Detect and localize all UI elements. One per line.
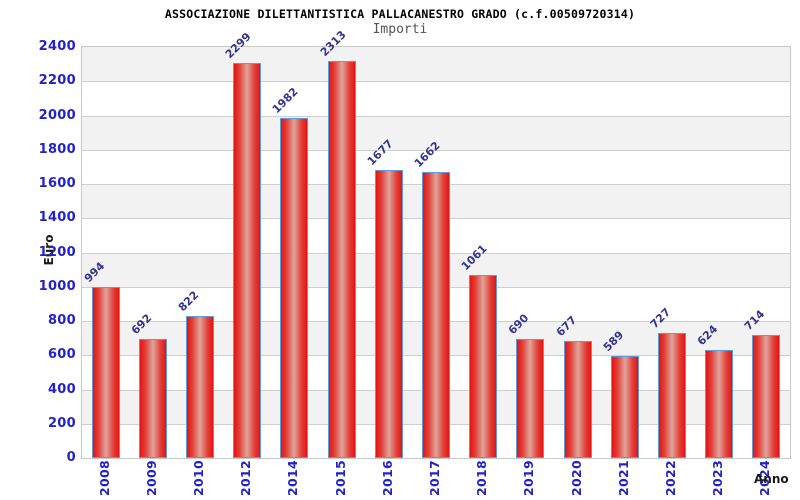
bar-2020 [563,341,592,458]
y-tick-label: 2000 [38,107,76,123]
y-tick-label: 1400 [38,210,76,226]
plot-band [82,115,790,150]
x-tick-label-2009: 2009 [143,460,159,496]
bar-2024 [752,334,781,458]
y-tick-label: 400 [47,381,76,397]
bar-2021 [610,356,639,458]
bar-2016 [374,169,403,458]
x-tick-label-2008: 2008 [96,460,112,496]
x-tick-label-2019: 2019 [521,460,537,496]
bar-2022 [658,332,686,458]
chart-title: ASSOCIAZIONE DILETTANTISTICA PALLACANEST… [164,7,636,21]
x-tick-label-2023: 2023 [710,460,726,496]
y-tick-label: 0 [66,450,76,465]
bar-2017 [422,172,450,458]
y-tick-label: 2400 [38,39,76,54]
x-tick-label-2010: 2010 [191,460,206,496]
bar-2015 [327,60,356,458]
y-tick-label: 800 [47,313,76,328]
bar-2023 [705,350,734,458]
x-tick-label-2016: 2016 [379,460,395,496]
x-tick-label-2014: 2014 [285,460,301,496]
bar-2009 [138,338,167,458]
x-tick-label-2018: 2018 [474,460,490,496]
chart-subtitle: Importi [372,22,428,37]
x-tick-label-2021: 2021 [615,460,631,496]
plot-band [82,81,790,116]
bar-2012 [233,63,262,458]
x-axis-title: Anno [754,472,789,486]
plot-band [82,47,790,82]
bar-2010 [186,316,214,458]
y-tick-label: 600 [47,347,76,363]
x-tick-label-2015: 2015 [332,460,348,496]
x-tick-label-2020: 2020 [568,460,584,496]
bar-2008 [91,286,120,458]
y-tick-label: 1000 [38,278,76,294]
y-tick-label: 1800 [38,141,76,157]
bar-2019 [516,338,545,458]
grid-line [82,115,790,117]
x-tick-label-2022: 2022 [663,460,678,496]
grid-line [82,81,790,83]
y-tick-label: 200 [47,415,76,431]
y-tick-label: 1600 [38,176,76,191]
bar-2014 [280,117,309,458]
y-tick-label: 1200 [38,244,76,260]
x-tick-label-2017: 2017 [427,460,442,496]
y-tick-label: 2200 [38,73,76,89]
x-tick-label-2012: 2012 [238,460,254,496]
bar-2018 [469,275,498,458]
grid-line [82,149,790,151]
plot-area: 994 692 822 2299 1982 2313 1677 1662 1061 690 677 5… [81,28,791,459]
